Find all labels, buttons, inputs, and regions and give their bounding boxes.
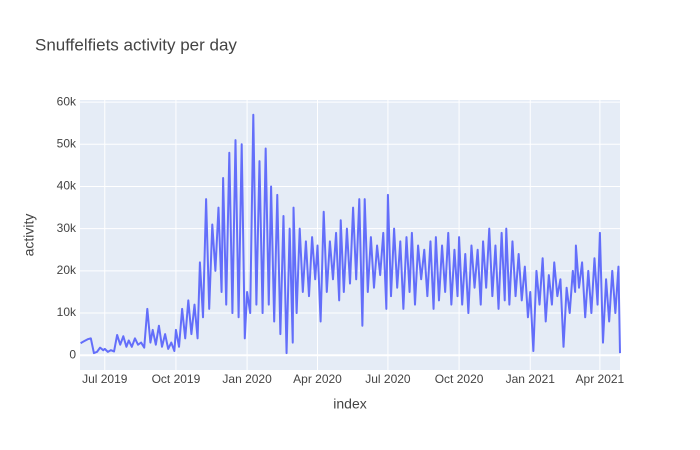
y-tick-label: 10k	[57, 305, 77, 319]
x-tick-label: Jan 2020	[222, 372, 272, 386]
data-line	[80, 113, 621, 355]
plot-area	[80, 100, 620, 370]
x-axis-title: index	[333, 396, 366, 412]
y-tick-label: 60k	[57, 94, 77, 108]
x-tick-label: Apr 2020	[293, 372, 342, 386]
x-tick-label: Jan 2021	[506, 372, 556, 386]
x-tick-label: Apr 2021	[576, 372, 625, 386]
x-tick-label: Oct 2019	[152, 372, 201, 386]
y-tick-label: 30k	[57, 221, 77, 235]
y-axis-title: activity	[21, 214, 37, 257]
y-tick-label: 20k	[57, 263, 77, 277]
y-tick-label: 40k	[57, 179, 77, 193]
x-tick-label: Jul 2020	[365, 372, 411, 386]
x-tick-label: Oct 2020	[435, 372, 484, 386]
x-tick-label: Jul 2019	[82, 372, 128, 386]
y-tick-label: 50k	[57, 136, 77, 150]
chart-title: Snuffelfiets activity per day	[35, 35, 237, 54]
y-tick-label: 0	[69, 347, 76, 361]
